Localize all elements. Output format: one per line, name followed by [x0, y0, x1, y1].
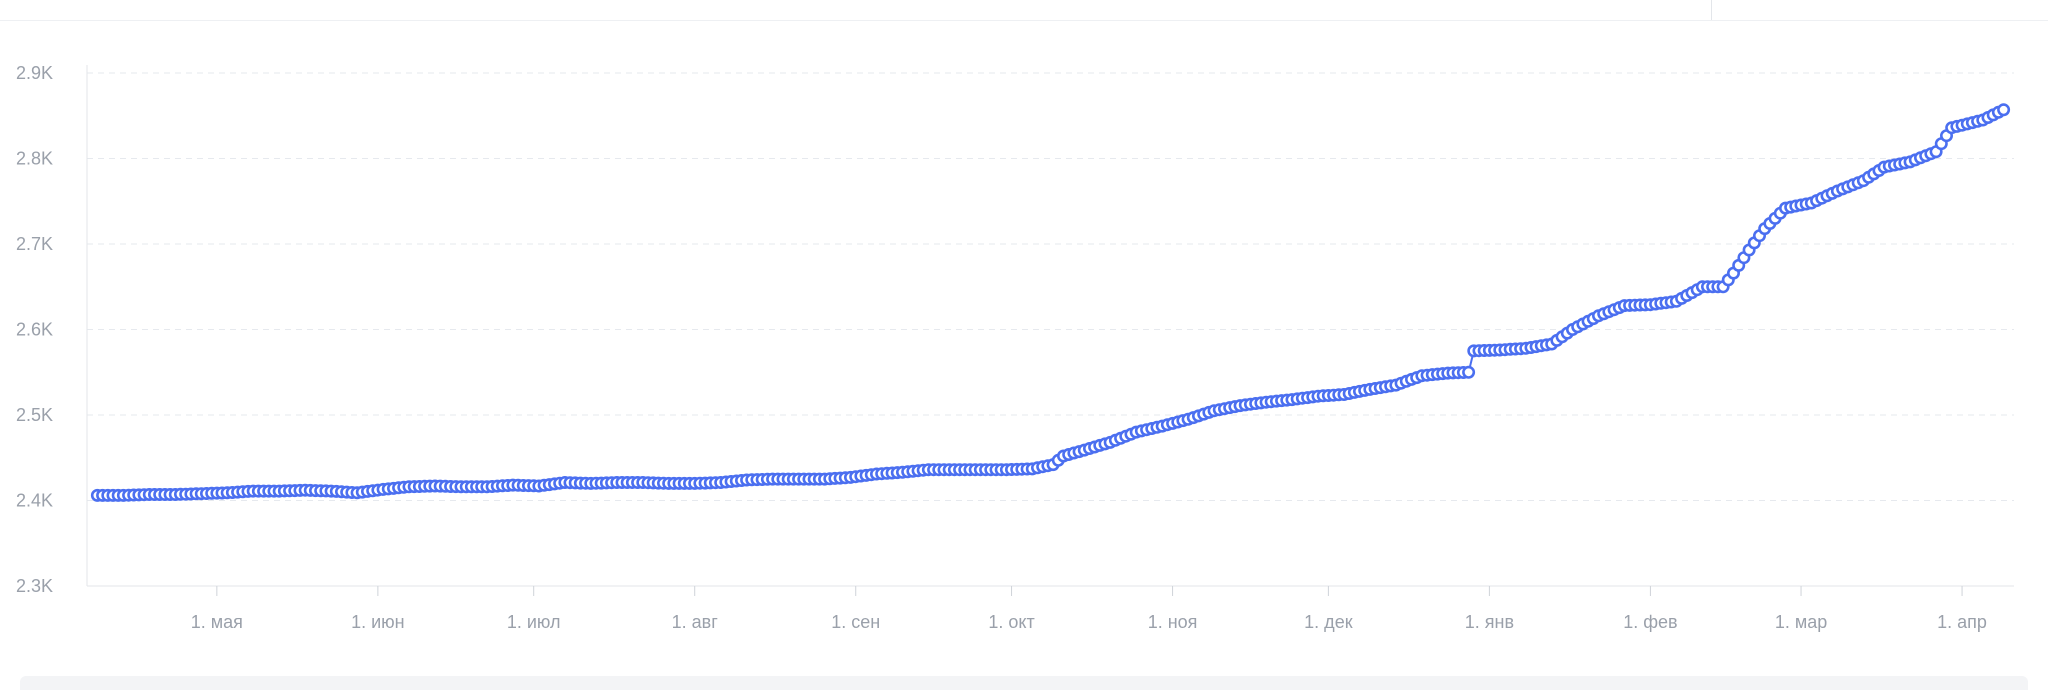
y-tick-label: 2.4K	[16, 491, 53, 511]
data-point[interactable]	[1462, 365, 1476, 379]
x-axis: 1. мая 1. июн 1. июл 1. авг 1. сен 1. окт 1. н…	[191, 586, 1987, 632]
y-tick-label: 2.3K	[16, 576, 53, 596]
y-tick-label: 2.5K	[16, 405, 53, 425]
y-tick-label: 2.6K	[16, 320, 53, 340]
chart-grid	[87, 72, 2014, 587]
header-divider	[0, 20, 2048, 21]
plot-area	[90, 103, 2011, 502]
x-tick-label: 1. авг	[672, 612, 719, 632]
x-tick-label: 1. мая	[191, 612, 243, 632]
line-chart: 2.3K 2.4K 2.5K 2.6K 2.7K 2.8K 2.9K 1. мая 1. ию…	[16, 63, 2014, 632]
x-tick-label: 1. мар	[1775, 612, 1827, 632]
y-tick-label: 2.7K	[16, 234, 53, 254]
x-tick-label: 1. апр	[1937, 612, 1987, 632]
x-tick-label: 1. окт	[988, 612, 1034, 632]
y-tick-label: 2.8K	[16, 149, 53, 169]
y-tick-label: 2.9K	[16, 63, 53, 83]
x-tick-label: 1. сен	[831, 612, 880, 632]
x-tick-label: 1. июл	[507, 612, 561, 632]
bottom-panel	[20, 676, 2028, 690]
x-tick-label: 1. июн	[351, 612, 405, 632]
header-separator	[1711, 0, 1712, 20]
x-tick-label: 1. ноя	[1148, 612, 1198, 632]
series-line	[97, 108, 2005, 497]
x-tick-label: 1. фев	[1623, 612, 1677, 632]
x-tick-label: 1. дек	[1304, 612, 1353, 632]
x-tick-label: 1. янв	[1465, 612, 1514, 632]
data-point[interactable]	[1997, 103, 2011, 117]
y-axis: 2.3K 2.4K 2.5K 2.6K 2.7K 2.8K 2.9K	[16, 63, 88, 596]
